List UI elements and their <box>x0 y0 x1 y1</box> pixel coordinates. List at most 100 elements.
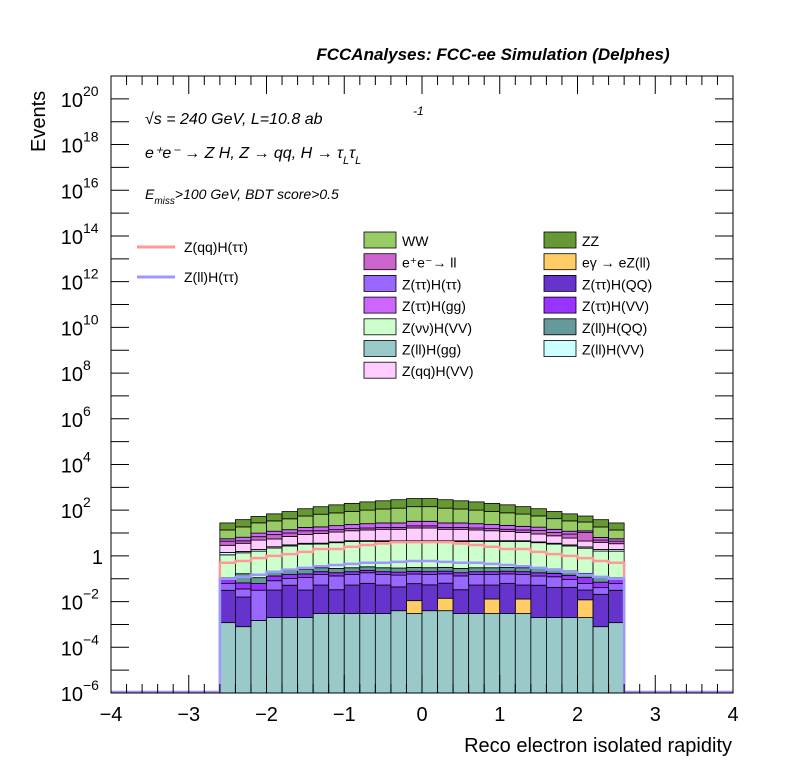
bar-e-e-ll-0 <box>219 540 236 546</box>
bar-zz-11 <box>390 499 407 509</box>
bar-z-h-qq--15 <box>452 589 470 614</box>
bar-z-h-gg--15 <box>452 522 470 528</box>
bar-z-h-qq--17 <box>483 584 501 600</box>
bar-z-h-qq--20 <box>530 584 547 618</box>
bar-z-ll-h-gg--6 <box>312 613 330 694</box>
energy-text: √s = 240 GeV, L=10.8 ab <box>145 111 323 128</box>
y-tick-label: 10 <box>61 227 83 249</box>
bar-z-qq-h-vv--9 <box>359 529 376 542</box>
bar-z-ll-h-qq--4 <box>281 569 298 575</box>
bar-zz-3 <box>266 513 283 522</box>
x-tick-label: 3 <box>650 704 661 726</box>
bar-z-h--7 <box>328 575 345 591</box>
line-z-qq-h- <box>111 540 733 694</box>
bar-z-h-vv--1 <box>234 552 252 575</box>
bar-z-h-vv--22 <box>561 545 578 572</box>
bar-z-qq-h-vv--4 <box>281 536 298 546</box>
bar-e-ez-ll--17 <box>483 598 501 614</box>
bar-z-h-vv--10 <box>374 571 392 575</box>
cuts-rest: >100 GeV, BDT score>0.5 <box>175 186 339 202</box>
bar-z-qq-h-vv--25 <box>608 543 625 550</box>
legend-swatch <box>363 253 397 271</box>
bar-e-e-ll-3 <box>266 534 283 540</box>
bar-e-e-ll-6 <box>312 530 330 534</box>
bar-z-h-qq--9 <box>359 582 376 614</box>
line-z-ll-h- <box>111 559 733 694</box>
bar-z-qq-h-vv--11 <box>390 528 407 542</box>
bar-z-qq-h-vv--12 <box>406 527 423 542</box>
bar-zz-19 <box>514 506 532 515</box>
y-tick-exponent: 4 <box>83 448 91 464</box>
bar-z-h--17 <box>483 574 501 586</box>
legend-label: Z(ll)H(QQ) <box>582 320 647 336</box>
bar-z-qq-h-vv--8 <box>343 530 361 542</box>
bar-z-h-vv--21 <box>546 572 563 578</box>
bar-z-ll-h-gg--15 <box>452 613 470 694</box>
bar-z-h-gg--2 <box>250 532 267 538</box>
legend-swatch <box>543 340 577 357</box>
bar-zz-25 <box>608 522 625 531</box>
bar-z-h-vv--23 <box>577 577 594 584</box>
annotation-cuts: Emiss>100 GeV, BDT score>0.5 <box>145 186 339 207</box>
bar-z-h-qq--0 <box>219 589 236 624</box>
bar-z-ll-h-gg--7 <box>328 613 345 694</box>
bar-z-h--3 <box>266 580 283 591</box>
bar-z-h--9 <box>359 572 376 584</box>
legend-swatch <box>543 296 577 314</box>
bar-z-h--1 <box>234 588 252 598</box>
bar-z-ll-h-qq--8 <box>343 567 361 573</box>
y-tick-label: 10 <box>61 593 83 615</box>
bar-z-h-vv--22 <box>561 574 578 580</box>
bar-z-h-vv--24 <box>592 550 609 578</box>
bar-z-ll-h-qq--6 <box>312 567 330 573</box>
bar-e-e-ll-22 <box>561 533 578 539</box>
bar-z-h-vv--24 <box>592 581 609 589</box>
bar-z-h-qq--14 <box>437 582 454 599</box>
bar-zz-13 <box>421 498 438 508</box>
bar-z-h-vv--5 <box>297 543 314 570</box>
bar-z-ll-h-gg--10 <box>374 613 392 694</box>
legend-swatch <box>543 253 577 271</box>
bar-z-qq-h-vv--0 <box>219 544 236 553</box>
annotation-process: e⁺e⁻ → Z H, Z → qq, H → τLτL <box>145 145 361 167</box>
bar-z-h-vv--19 <box>514 541 532 569</box>
legend-swatch <box>363 340 397 357</box>
y-tick-label: 10 <box>61 501 83 523</box>
bar-z-ll-h-gg--24 <box>592 626 609 694</box>
bar-z-h--10 <box>374 574 392 586</box>
bar-z-h-qq--10 <box>374 584 392 614</box>
bar-z-ll-h-gg--22 <box>561 617 578 694</box>
bar-z-qq-h-vv--20 <box>530 533 547 543</box>
bar-z-h-gg--3 <box>266 530 283 536</box>
bar-z-h-vv--13 <box>421 571 438 575</box>
bar-z-ll-h-qq--7 <box>328 568 345 574</box>
bar-z-h--8 <box>343 574 361 586</box>
bar-zz-14 <box>437 499 454 509</box>
x-tick-label: −2 <box>255 704 278 726</box>
bar-z-ll-h-gg--14 <box>437 610 454 694</box>
bar-e-ez-ll--12 <box>406 600 423 614</box>
y-tick-exponent: 12 <box>83 266 99 282</box>
bar-z-ll-h-qq--12 <box>406 567 423 572</box>
bar-z-h-vv--4 <box>281 574 298 579</box>
bar-e-ez-ll--19 <box>514 598 532 614</box>
bar-z-ll-h-gg--19 <box>514 613 532 694</box>
bar-ww-20 <box>530 515 547 528</box>
bar-z-ll-h-gg--18 <box>499 613 516 694</box>
bar-z-ll-h-qq--13 <box>421 567 438 573</box>
bar-z-h--2 <box>250 589 267 621</box>
bar-z-h-gg--16 <box>468 523 485 529</box>
y-tick-label: 10 <box>61 410 83 432</box>
bar-z-h-gg--11 <box>390 522 407 528</box>
energy-superscript: -1 <box>413 104 424 118</box>
bar-z-ll-h-gg--25 <box>608 622 625 694</box>
bar-z-ll-h-qq--2 <box>250 577 267 584</box>
legend-label: Z(ll)H(gg) <box>402 342 461 358</box>
x-tick-label: −3 <box>177 704 200 726</box>
bar-ww-6 <box>312 513 330 528</box>
bar-z-ll-h-gg--20 <box>530 617 547 694</box>
bar-z-ll-h-qq--16 <box>468 567 485 573</box>
bar-e-e-ll-2 <box>250 536 267 541</box>
bar-z-ll-h-gg--0 <box>219 622 236 694</box>
